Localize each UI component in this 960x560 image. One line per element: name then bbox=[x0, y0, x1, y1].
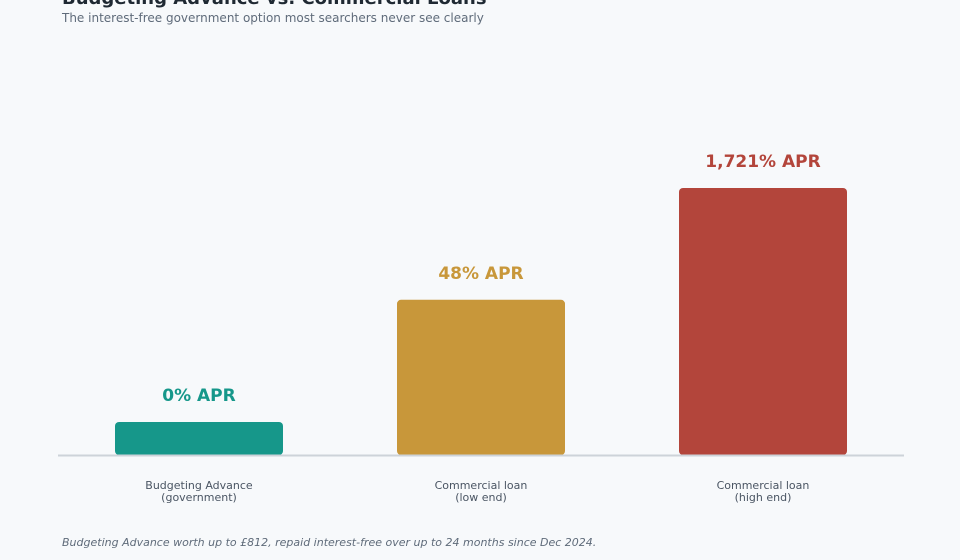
category-tick-label: (high end) bbox=[735, 491, 792, 504]
bar-value-label: 48% APR bbox=[438, 264, 523, 284]
category-tick-label: Commercial loan bbox=[717, 479, 810, 492]
category-tick-label: (government) bbox=[161, 491, 237, 504]
bar-value-label: 1,721% APR bbox=[705, 152, 820, 172]
bar-chart: 0% APR Budgeting Advance(government) 48% A… bbox=[58, 152, 904, 504]
category-tick-label: Commercial loan bbox=[435, 479, 528, 492]
category-tick-label: Budgeting Advance bbox=[145, 479, 253, 492]
bar-value-label: 0% APR bbox=[162, 386, 236, 406]
category-tick-label: (low end) bbox=[455, 491, 507, 504]
chart-footnote: Budgeting Advance worth up to £812, repa… bbox=[62, 536, 597, 549]
bar bbox=[679, 188, 847, 455]
bar bbox=[397, 299, 565, 455]
chart-title: Budgeting Advance vs. Commercial Loans bbox=[62, 0, 487, 10]
chart-subtitle: The interest-free government option most… bbox=[62, 11, 484, 25]
bar bbox=[115, 422, 283, 455]
